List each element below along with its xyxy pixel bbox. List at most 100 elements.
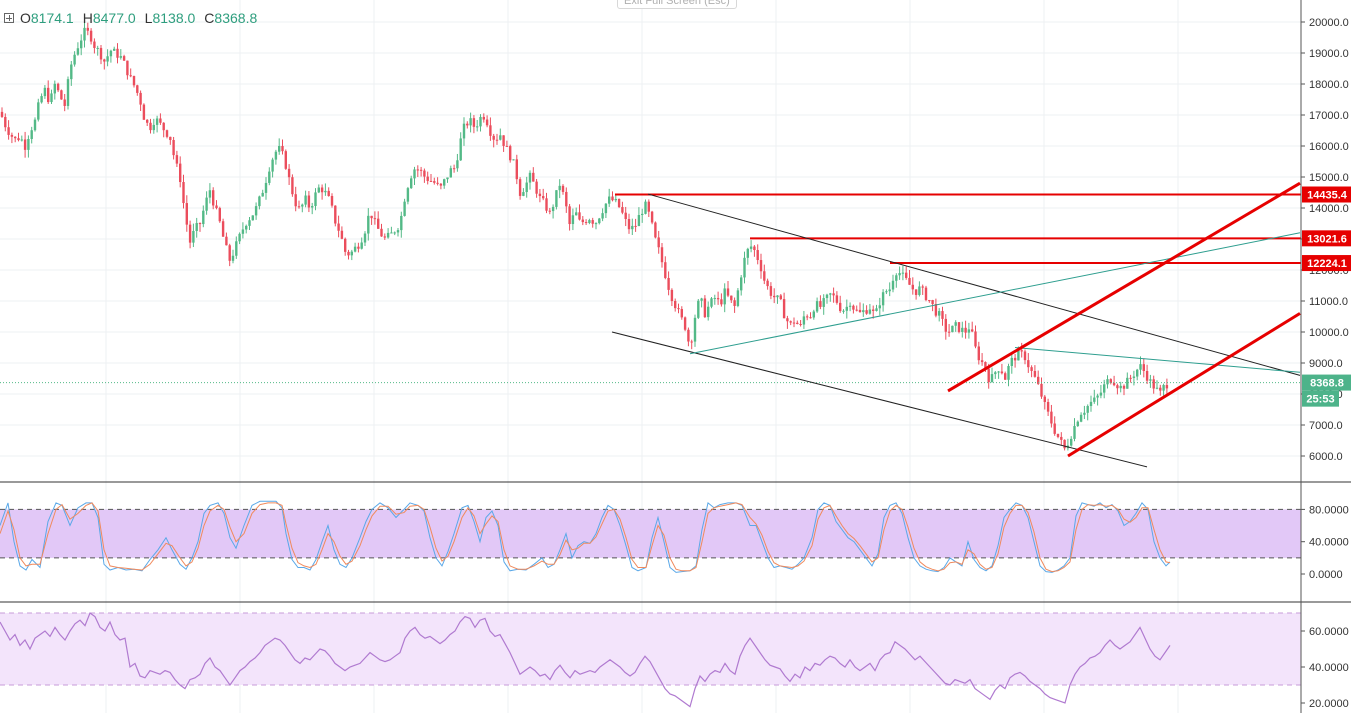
candle-body — [304, 195, 307, 205]
candle-body — [215, 205, 218, 209]
candle-body — [782, 299, 786, 319]
price-labels: 14435.4 13021.6 12224.1 8368.8 25:53 — [1302, 186, 1351, 407]
candle-body — [746, 248, 749, 258]
candle-body — [1103, 384, 1106, 393]
candle-body — [172, 140, 175, 156]
candle-body — [518, 179, 522, 196]
candle-body — [80, 40, 83, 49]
candle-body — [30, 130, 33, 139]
candle-body — [254, 206, 258, 216]
candle-body — [766, 280, 769, 287]
candle-body — [63, 99, 66, 106]
candle-body — [1139, 364, 1142, 370]
candle-body — [139, 92, 142, 105]
candle-body — [918, 286, 921, 295]
price-tick-label: 7000.0 — [1309, 420, 1343, 432]
candle-body — [429, 180, 433, 182]
candle-body — [301, 204, 304, 207]
candle-body — [598, 218, 601, 224]
candle-body — [905, 272, 908, 278]
candle-body — [330, 195, 334, 206]
candle-body — [264, 182, 268, 193]
red-trend-line — [1067, 312, 1301, 458]
candle-body — [971, 329, 974, 332]
candle-body — [449, 168, 452, 178]
candle-body — [568, 206, 571, 225]
price-tick-label: 16000.0 — [1309, 141, 1349, 153]
price-tick-label: 15000.0 — [1309, 172, 1349, 184]
candle-body — [37, 102, 40, 120]
candle-body — [1000, 371, 1004, 374]
candle-body — [1116, 385, 1119, 389]
candle-body — [182, 182, 185, 204]
candle-body — [146, 119, 149, 123]
close-label: C — [204, 10, 215, 26]
candle-body — [627, 219, 631, 230]
candle-body — [941, 311, 944, 319]
candle-body — [908, 277, 911, 285]
candle-body — [1013, 357, 1017, 361]
candle-body — [1152, 379, 1155, 389]
candle-body — [132, 76, 136, 86]
candle-body — [208, 190, 212, 198]
candle-body — [1073, 426, 1076, 439]
candle-body — [1165, 385, 1169, 389]
rsi-tick-label: 20.0000 — [1309, 698, 1349, 710]
candle-body — [1162, 385, 1165, 391]
candle-body — [789, 321, 792, 323]
candle-body — [542, 196, 545, 199]
candle-body — [756, 250, 759, 261]
candle-body — [555, 190, 558, 207]
candle-body — [1004, 373, 1007, 380]
candle-body — [654, 222, 657, 238]
candle-body — [687, 329, 690, 342]
candle-body — [594, 223, 598, 225]
exit-fullscreen-button[interactable]: Exit Full Screen (Esc) — [617, 0, 737, 9]
candle-body — [27, 138, 30, 150]
red-trend-line — [947, 181, 1301, 393]
candle-body — [690, 341, 693, 343]
candle-body — [1122, 385, 1126, 389]
candle-body — [693, 317, 697, 342]
candle-body — [291, 177, 294, 195]
price-tick-label: 6000.0 — [1309, 451, 1343, 463]
candle-body — [56, 83, 60, 91]
candle-body — [660, 247, 664, 263]
candle-body — [924, 287, 928, 301]
candle-body — [532, 172, 535, 182]
candle-body — [878, 305, 881, 309]
candle-body — [142, 104, 146, 120]
candlestick-series — [0, 20, 1169, 451]
price-label-text: 14435.4 — [1307, 190, 1348, 202]
candle-body — [70, 64, 73, 80]
candle-body — [205, 197, 208, 211]
candle-body — [868, 309, 872, 314]
candle-body — [776, 295, 779, 298]
candle-body — [353, 246, 357, 252]
candle-body — [10, 134, 14, 137]
expand-icon[interactable] — [4, 13, 14, 23]
indicator-series — [0, 500, 1171, 708]
candle-body — [1093, 397, 1096, 402]
rsi-band — [0, 613, 1301, 685]
candle-body — [1142, 364, 1145, 371]
candle-body — [809, 317, 812, 319]
candle-body — [961, 327, 964, 332]
price-tick-label: 10000.0 — [1309, 327, 1349, 339]
open-label: O — [20, 10, 31, 26]
candle-body — [347, 251, 350, 256]
candle-body — [703, 298, 707, 318]
candle-body — [383, 236, 386, 238]
candle-body — [736, 290, 740, 306]
candle-body — [162, 122, 165, 131]
candle-body — [964, 327, 967, 333]
candle-body — [674, 301, 677, 309]
price-tick-label: 18000.0 — [1309, 79, 1349, 91]
candle-body — [575, 212, 578, 216]
candle-body — [169, 136, 172, 141]
candle-body — [845, 306, 848, 311]
candle-body — [545, 198, 548, 211]
candle-body — [416, 169, 419, 171]
candle-body — [700, 298, 703, 301]
